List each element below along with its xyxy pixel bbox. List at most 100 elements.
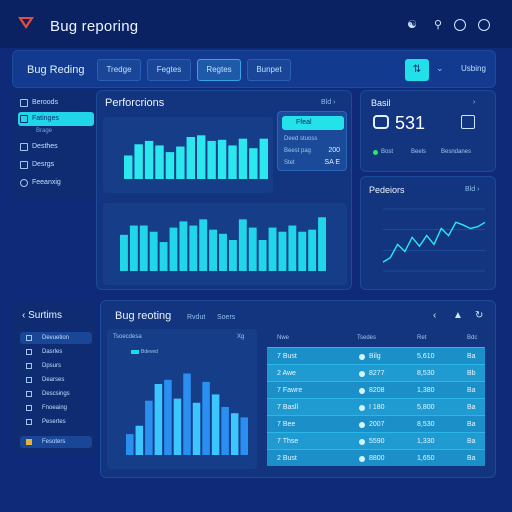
- chevron-down-icon[interactable]: ⌄: [436, 63, 444, 73]
- filter-row-1: Deed stuoss: [284, 136, 318, 142]
- sidebar: Beroods Fatinges Brage Desthes Desrgs Fe…: [12, 90, 96, 200]
- table-row[interactable]: 7 Thse 5590 1,330 Ba: [267, 432, 485, 449]
- summary-row-8[interactable]: Fesoters: [20, 436, 92, 448]
- table-row[interactable]: 2 Bust 8800 1,650 Ba: [267, 449, 485, 466]
- stat-value: 531: [395, 113, 426, 133]
- row-status: I 180: [369, 404, 385, 411]
- sidebar-item-2[interactable]: Fatinges: [18, 112, 94, 126]
- row-ret: 1,650: [417, 455, 435, 462]
- sidebar-item-4[interactable]: Desrgs: [18, 158, 94, 172]
- user-icon[interactable]: ☯: [407, 19, 417, 31]
- summary-row-4[interactable]: Dearses: [20, 374, 92, 386]
- summary-row-6[interactable]: Fnoeaing: [20, 402, 92, 414]
- refresh-icon[interactable]: ↻: [475, 310, 484, 321]
- filter-button[interactable]: Ffeal: [282, 116, 344, 130]
- summary-row-3[interactable]: Dpsurs: [20, 360, 92, 372]
- profile-icon[interactable]: [478, 19, 490, 31]
- bar: [308, 229, 317, 271]
- chevron-left-icon[interactable]: ‹: [433, 310, 437, 321]
- bar: [248, 227, 257, 271]
- table-row[interactable]: 7 Bee 2007 8,530 Ba: [267, 415, 485, 432]
- summary-row-7[interactable]: Pesertes: [20, 416, 92, 428]
- stat-foot-3: Besndanes: [441, 149, 472, 155]
- row-status: 8800: [369, 455, 385, 462]
- bar: [219, 233, 227, 271]
- sidebar-item-5[interactable]: Feeanxig: [18, 176, 94, 190]
- performance-title: Perforcrions: [105, 97, 165, 109]
- bar: [135, 425, 144, 455]
- settings-icon[interactable]: [454, 19, 466, 31]
- sidebar-item-1[interactable]: Beroods: [18, 96, 94, 110]
- bar: [209, 229, 218, 271]
- bug-tab-1[interactable]: Rvdut: [187, 314, 206, 321]
- row-bdc: Ba: [467, 455, 476, 462]
- bar: [173, 398, 182, 455]
- predictions-control[interactable]: Bld ›: [465, 186, 480, 193]
- bar: [207, 140, 216, 179]
- bar: [134, 144, 143, 179]
- tab-3[interactable]: Regtes: [197, 59, 241, 81]
- tab-4[interactable]: Bunpet: [247, 59, 291, 81]
- table-row[interactable]: 7 Bust Bilg 5,610 Ba: [267, 347, 485, 364]
- row-status: 2007: [369, 421, 385, 428]
- row-bdc: Ba: [467, 421, 476, 428]
- nav-title: Bug Reding: [27, 64, 85, 76]
- row-ret: 8,530: [417, 370, 435, 377]
- bar: [126, 434, 134, 455]
- bar: [278, 231, 287, 271]
- bug-title: Bug reoting: [115, 310, 172, 322]
- row-bdc: Ba: [467, 438, 476, 445]
- doc-icon: [20, 161, 28, 169]
- bar: [124, 155, 133, 179]
- action-button[interactable]: ⇅: [405, 59, 429, 81]
- bar-chart-bottom: [120, 217, 326, 271]
- bar: [202, 381, 210, 455]
- bar: [183, 373, 191, 455]
- summary-row-5[interactable]: Descsings: [20, 388, 92, 400]
- bar: [189, 225, 198, 271]
- summary-row-2[interactable]: Dasrles: [20, 346, 92, 358]
- performance-chart-top: [103, 117, 273, 193]
- nav-link[interactable]: Usbing: [461, 64, 486, 73]
- summary-panel: ‹ Surtims Devuetion Dasrles Dpsurs Dears…: [12, 302, 96, 454]
- performance-panel: Perforcrions Bld › Ffeal Deed stuoss Bee…: [96, 90, 352, 290]
- summary-row-1[interactable]: Devuetion: [20, 332, 92, 344]
- filter-row-3: Stet: [284, 160, 295, 166]
- tab-1[interactable]: Tredge: [97, 59, 141, 81]
- app-title: Bug reporing: [50, 18, 139, 35]
- lock-icon[interactable]: ▲: [453, 310, 463, 321]
- bar: [221, 406, 229, 455]
- bar: [179, 221, 188, 271]
- row-ret: 5,800: [417, 404, 435, 411]
- bar: [186, 137, 195, 179]
- bug-bar-chart: [126, 373, 248, 455]
- nav-bar: Bug Reding Tredge Fegtes Regtes Bunpet ⇅…: [12, 50, 496, 88]
- bar: [228, 145, 237, 179]
- tab-2[interactable]: Fegtes: [147, 59, 191, 81]
- bar: [268, 227, 277, 271]
- row-id: 2 Awe: [277, 370, 296, 377]
- status-dot: [359, 422, 365, 428]
- bar: [154, 383, 163, 455]
- row-id: 7 Fawre: [277, 387, 303, 394]
- stat-control[interactable]: ›: [473, 99, 476, 106]
- search-icon[interactable]: ⚲: [433, 19, 443, 31]
- row-ret: 8,530: [417, 421, 435, 428]
- bar: [199, 219, 208, 271]
- bar: [129, 225, 138, 271]
- bug-tab-2[interactable]: Soers: [217, 314, 236, 321]
- table-row[interactable]: 7 Basll I 180 5,800 Ba: [267, 398, 485, 415]
- bug-chart-control[interactable]: Xg: [237, 334, 245, 340]
- status-dot: [359, 456, 365, 462]
- table-row[interactable]: 7 Fawre 8208 1,380 Ba: [267, 381, 485, 398]
- gear-icon: [20, 179, 28, 187]
- row-id: 7 Basll: [277, 404, 299, 411]
- performance-chart-bottom: [103, 203, 347, 285]
- status-dot: [359, 371, 365, 377]
- table-row[interactable]: 2 Awe 8277 8,530 Bb: [267, 364, 485, 381]
- bar: [258, 240, 267, 271]
- bar: [238, 219, 247, 271]
- performance-control[interactable]: Bld ›: [321, 99, 336, 106]
- stat-foot-2: Beels: [411, 149, 427, 155]
- sidebar-item-3[interactable]: Desthes: [18, 140, 94, 154]
